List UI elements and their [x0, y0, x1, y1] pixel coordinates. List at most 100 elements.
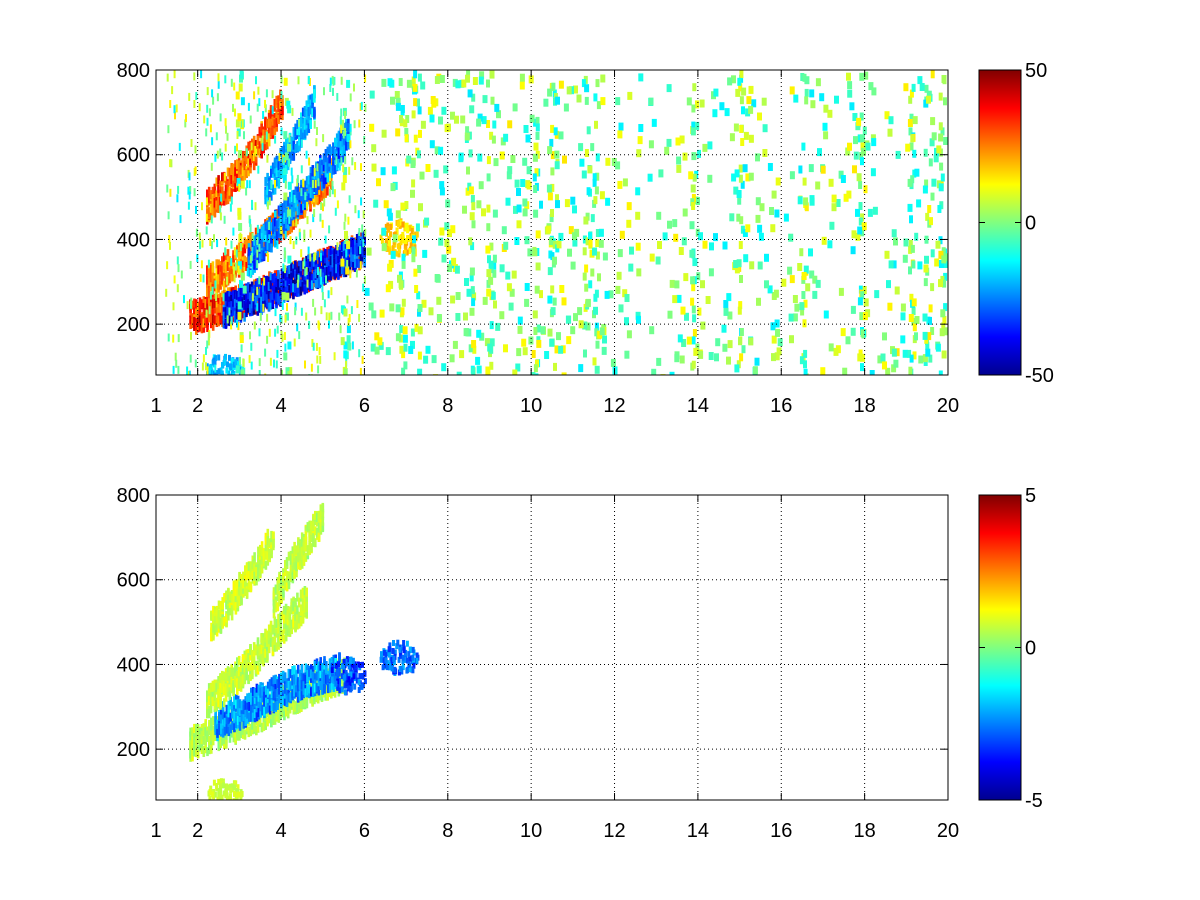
heatmap-cell	[189, 186, 192, 194]
heatmap-cell	[262, 292, 265, 302]
heatmap-cell	[439, 181, 445, 190]
heatmap-cell	[316, 187, 320, 197]
heatmap-cell	[757, 224, 763, 233]
heatmap-cell	[410, 227, 414, 234]
heatmap-cell	[337, 254, 340, 264]
heatmap-cell	[855, 122, 861, 131]
heatmap-cell	[775, 328, 780, 337]
heatmap-cell	[209, 124, 212, 133]
heatmap-cell	[489, 338, 495, 347]
heatmap-cell	[738, 301, 743, 310]
heatmap-cell	[230, 258, 233, 266]
heatmap-cell	[900, 335, 906, 344]
heatmap-cell	[228, 186, 232, 196]
heatmap-cell	[211, 206, 215, 216]
heatmap-cell	[590, 143, 595, 152]
heatmap-cell	[582, 321, 588, 330]
heatmap-cell	[232, 227, 235, 236]
heatmap-cell	[651, 368, 657, 375]
heatmap-cell	[486, 120, 490, 128]
heatmap-cell	[860, 142, 865, 151]
heatmap-cell	[944, 327, 948, 336]
heatmap-cell	[217, 175, 220, 185]
heatmap-cell	[228, 733, 232, 743]
heatmap-cell	[311, 107, 314, 117]
heatmap-cell	[588, 232, 592, 241]
heatmap-cell	[293, 194, 296, 203]
heatmap-cell	[803, 368, 808, 375]
heatmap-cell	[465, 74, 470, 83]
heatmap-cell	[271, 274, 275, 283]
heatmap-cell	[295, 287, 299, 297]
heatmap-cell	[408, 248, 412, 254]
heatmap-cell	[234, 266, 237, 276]
heatmap-cell	[277, 270, 280, 280]
heatmap-cell	[262, 250, 266, 260]
heatmap-cell	[600, 74, 606, 83]
heatmap-cell	[891, 348, 897, 357]
heatmap-cell	[472, 345, 477, 354]
heatmap-cell	[672, 219, 678, 228]
heatmap-cell	[386, 222, 390, 229]
heatmap-cell	[333, 254, 336, 264]
heatmap-cell	[456, 371, 462, 375]
heatmap-cell	[266, 119, 269, 129]
heatmap-cell	[820, 165, 826, 174]
heatmap-cell	[281, 146, 284, 155]
heatmap-cell	[339, 249, 342, 259]
heatmap-cell	[526, 181, 532, 190]
heatmap-cell	[357, 246, 361, 256]
heatmap-cell	[228, 291, 231, 301]
heatmap-cell	[176, 194, 179, 203]
heatmap-cell	[405, 249, 409, 256]
heatmap-cell	[258, 370, 261, 375]
heatmap-cell	[850, 246, 856, 255]
heatmap-cell	[849, 102, 855, 111]
heatmap-cell	[479, 332, 485, 341]
heatmap-cell	[347, 317, 350, 326]
heatmap-cell	[555, 194, 559, 203]
heatmap-cell	[384, 223, 388, 230]
heatmap-cell	[226, 132, 229, 141]
heatmap-cell	[222, 280, 226, 290]
heatmap-cell	[303, 108, 307, 118]
heatmap-cell	[520, 179, 526, 187]
heatmap-cell	[260, 239, 264, 249]
heatmap-cell	[208, 306, 211, 315]
heatmap-cell	[938, 260, 944, 268]
heatmap-cell	[345, 121, 348, 131]
heatmap-cell	[788, 233, 794, 242]
heatmap-cell	[506, 171, 512, 180]
heatmap-cell	[739, 96, 744, 105]
heatmap-cell	[258, 303, 261, 313]
heatmap-cell	[280, 75, 283, 84]
heatmap-cell	[204, 736, 207, 746]
heatmap-cell	[264, 130, 267, 140]
heatmap-cell	[617, 130, 623, 139]
heatmap-cell	[347, 128, 350, 138]
x-tick-label: 2	[192, 395, 203, 417]
heatmap-cell	[400, 105, 405, 113]
heatmap-cell	[907, 349, 912, 358]
heatmap-cell	[211, 314, 215, 324]
heatmap-cell	[266, 313, 269, 322]
heatmap-cell	[294, 144, 297, 153]
heatmap-cell	[578, 364, 584, 373]
heatmap-cell	[243, 257, 247, 267]
heatmap-cell	[229, 203, 232, 212]
heatmap-cell	[214, 280, 217, 289]
heatmap-cell	[296, 142, 299, 152]
heatmap-cell	[245, 262, 248, 271]
heatmap-cell	[251, 247, 255, 257]
heatmap-cell	[222, 252, 226, 262]
heatmap-cell	[434, 146, 440, 155]
heatmap-cell	[914, 232, 919, 241]
heatmap-cell	[237, 113, 242, 122]
heatmap-cell	[210, 162, 213, 171]
heatmap-cell	[220, 376, 223, 382]
heatmap-cell	[476, 200, 482, 209]
heatmap-cell	[775, 177, 781, 186]
heatmap-cell	[286, 303, 288, 312]
heatmap-cell	[740, 180, 745, 189]
heatmap-cell	[333, 352, 336, 361]
